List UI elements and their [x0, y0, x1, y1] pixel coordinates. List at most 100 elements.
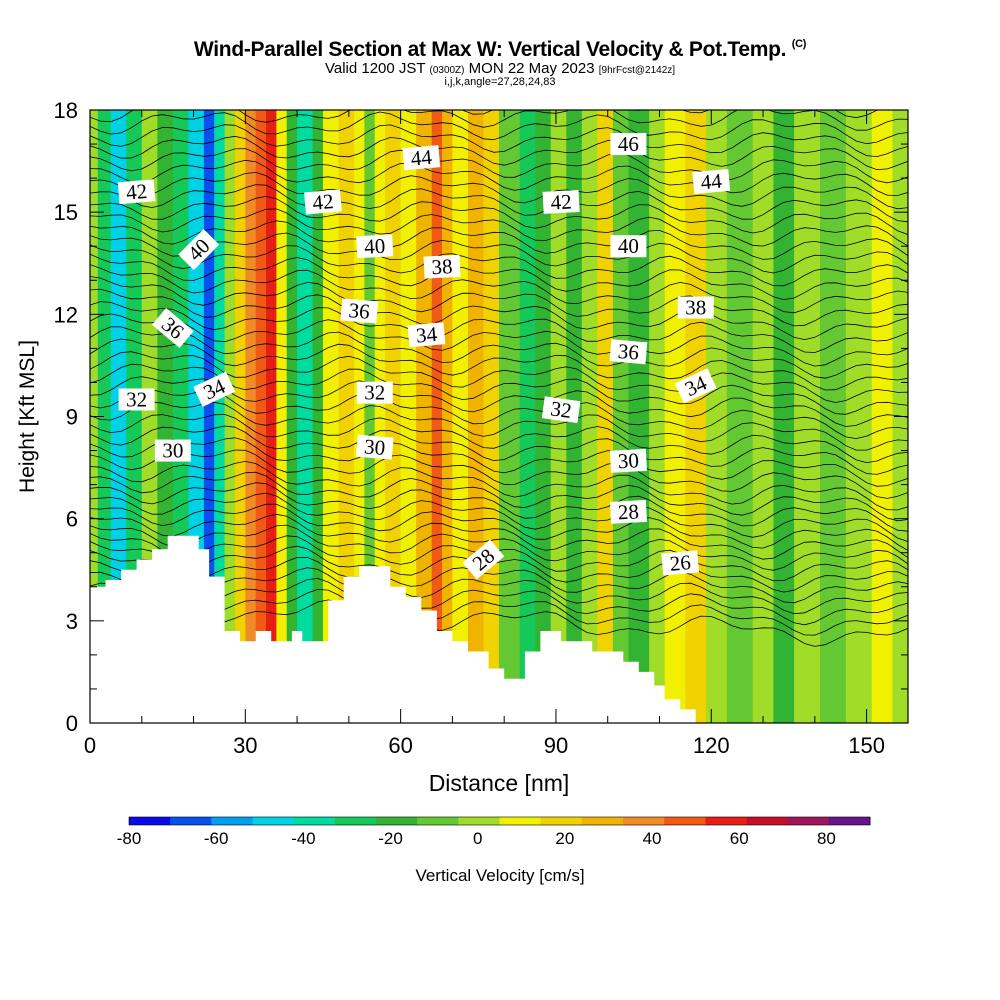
- vv-band: [581, 110, 598, 723]
- contour-label: 30: [609, 448, 647, 473]
- grid-indices: i,j,k,angle=27,28,24,83: [444, 76, 556, 88]
- contour-label-text: 42: [311, 189, 334, 215]
- contour-label: 34: [407, 322, 446, 348]
- contour-label: 44: [692, 169, 731, 195]
- vv-band: [871, 110, 894, 723]
- vv-band: [664, 110, 686, 723]
- isentrope-line: [90, 482, 908, 532]
- y-tick-label: 12: [54, 302, 78, 327]
- contour-label-text: 26: [669, 550, 692, 576]
- isentrope-line: [90, 232, 908, 274]
- colorbar-segment: [129, 817, 171, 825]
- colorbar-segment: [499, 817, 542, 825]
- vv-band: [845, 110, 873, 723]
- vv-band: [726, 110, 754, 723]
- contour-label-text: 30: [162, 439, 183, 463]
- contour-label-text: 36: [348, 298, 371, 324]
- contour-label-bg: [402, 145, 441, 171]
- contour-label-bg: [356, 234, 394, 259]
- contour-label-bg: [355, 434, 394, 460]
- colorbar-segment: [293, 817, 336, 825]
- isentrope-line: [90, 460, 908, 511]
- vv-band: [431, 110, 443, 723]
- contour-label: 32: [118, 387, 155, 411]
- contour-label: 26: [661, 550, 700, 576]
- vv-band: [374, 110, 386, 723]
- y-axis-label: Height [Kft MSL]: [16, 340, 39, 493]
- contour-label: 30: [154, 439, 191, 463]
- isentrope-line: [90, 389, 908, 440]
- contour-label-text: 38: [431, 254, 453, 279]
- contour-label-bg: [661, 550, 700, 576]
- vv-band: [286, 110, 298, 723]
- isentrope-line: [90, 313, 908, 367]
- x-tick-label: 120: [693, 733, 730, 758]
- contour-label: 42: [542, 189, 580, 214]
- contour-label: 36: [609, 339, 648, 365]
- colorbar-segment: [252, 817, 295, 825]
- colorbar-segment: [664, 817, 706, 825]
- chart-title: Wind-Parallel Section at Max W: Vertical…: [0, 38, 1000, 62]
- contour-label-text: 44: [700, 169, 724, 195]
- vv-band: [442, 110, 454, 723]
- colorbar-segment: [746, 817, 789, 825]
- vv-band: [519, 110, 536, 723]
- y-tick-label: 3: [66, 609, 78, 634]
- contour-label: 44: [402, 145, 441, 171]
- contour-label-bg: [117, 179, 156, 205]
- vv-band: [794, 110, 821, 723]
- x-tick-label: 60: [388, 733, 412, 758]
- vv-band: [628, 110, 650, 723]
- isentrope-line: [90, 492, 908, 542]
- contour-label-text: 46: [618, 132, 639, 156]
- isentrope-line: [90, 276, 908, 327]
- chart-title-text: Wind-Parallel Section at Max W: Vertical…: [193, 38, 787, 61]
- isentrope-line: [90, 288, 908, 341]
- colorbar-segment: [787, 817, 830, 825]
- contour-label-text: 40: [618, 234, 639, 258]
- x-axis-label: Distance [nm]: [429, 770, 570, 796]
- vv-band: [312, 110, 324, 723]
- isentrope-line: [90, 195, 908, 235]
- colorbar-segment: [623, 817, 665, 825]
- isentrope-line: [90, 401, 908, 451]
- isentrope-line: [90, 301, 908, 353]
- colorbar-frame: [128, 816, 871, 826]
- contour-label: 38: [423, 254, 461, 279]
- isentrope-line: [90, 159, 908, 196]
- vv-band: [773, 110, 795, 723]
- colorbar-segment: [417, 817, 459, 825]
- x-tick-label: 0: [84, 733, 96, 758]
- isentrope-line: [90, 541, 908, 593]
- terrain: [90, 535, 908, 723]
- isentrope-line: [90, 471, 908, 522]
- vv-band: [234, 110, 246, 723]
- x-tick-label: 90: [544, 733, 568, 758]
- vv-band: [266, 110, 277, 723]
- contour-label-bg: [151, 307, 194, 348]
- vv-band: [255, 110, 267, 723]
- valid-time-utc: (0300Z): [429, 65, 465, 76]
- contour-label-bg: [674, 368, 717, 404]
- contour-label: 28: [609, 499, 647, 524]
- isentrope-line: [90, 74, 908, 104]
- contour-label-bg: [609, 339, 648, 365]
- contour-label-bg: [609, 448, 647, 473]
- isentrope-line: [90, 208, 908, 247]
- y-tick-label: 0: [66, 711, 78, 736]
- vv-band: [452, 110, 469, 723]
- vv-band: [612, 110, 630, 723]
- colorbar-tick-label: 20: [555, 829, 574, 848]
- colorbar-segment: [581, 817, 624, 825]
- contour-label-bg: [356, 381, 393, 404]
- isentrope-line: [90, 264, 908, 314]
- contour-label-bg: [423, 254, 461, 279]
- colorbar-tick-label: -20: [378, 829, 403, 848]
- contour-label-text: 42: [550, 189, 572, 214]
- contour-label-text: 30: [363, 434, 386, 460]
- isentrope-line: [90, 550, 908, 604]
- contour-label: 40: [356, 234, 394, 259]
- contour-label-bg: [609, 499, 647, 524]
- isentrope-line: [90, 437, 908, 487]
- contour-label-text: 32: [126, 387, 147, 411]
